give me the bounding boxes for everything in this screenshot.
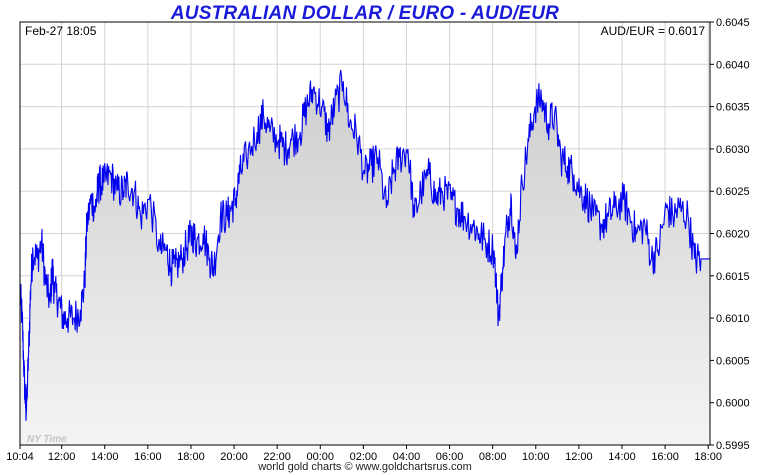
x-tick-label: 10:00 (522, 451, 550, 463)
y-tick-label: 0.6040 (716, 59, 750, 71)
x-tick-label: 16:00 (134, 451, 162, 463)
y-tick-label: 0.6015 (716, 271, 750, 283)
x-tick-label: 00:00 (307, 451, 335, 463)
x-tick-label: 18:00 (694, 451, 722, 463)
quote-label: AUD/EUR = 0.6017 (601, 24, 706, 38)
x-tick-label: 20:00 (220, 451, 248, 463)
date-label: Feb-27 18:05 (25, 24, 97, 38)
x-tick-label: 16:00 (651, 451, 679, 463)
y-tick-label: 0.5995 (716, 440, 750, 452)
x-tick-label: 10:04 (6, 451, 34, 463)
x-tick-label: 06:00 (436, 451, 464, 463)
x-tick-label: 18:00 (177, 451, 205, 463)
y-tick-label: 0.6035 (716, 102, 750, 114)
y-tick-label: 0.6010 (716, 313, 750, 325)
x-tick-label: 08:00 (479, 451, 507, 463)
y-tick-label: 0.6000 (716, 398, 750, 410)
y-tick-label: 0.6025 (716, 186, 750, 198)
y-axis: 0.5995 0.6000 0.6005 0.6010 0.6015 0.6020 0.60… (710, 17, 750, 452)
x-tick-label: 12:00 (48, 451, 76, 463)
x-tick-label: 04:00 (393, 451, 421, 463)
chart-title: AUSTRALIAN DOLLAR / EURO - AUD/EUR (170, 3, 560, 24)
y-tick-label: 0.6030 (716, 144, 750, 156)
price-area (20, 69, 710, 446)
nytime-watermark: NY Time (27, 434, 67, 445)
price-line (19, 69, 710, 421)
x-tick-label: 02:00 (350, 451, 378, 463)
y-tick-label: 0.6020 (716, 229, 750, 241)
x-tick-label: 22:00 (263, 451, 291, 463)
x-tick-label: 12:00 (565, 451, 593, 463)
footer-credit: world gold charts © www.goldchartsrus.co… (258, 461, 472, 473)
x-tick-label: 14:00 (608, 451, 636, 463)
y-tick-label: 0.6005 (716, 355, 750, 367)
x-tick-label: 14:00 (91, 451, 119, 463)
y-tick-label: 0.6045 (716, 17, 750, 29)
x-axis: 10:04 12:00 14:00 16:00 18:00 20:00 22:00 00:00… (6, 445, 722, 463)
